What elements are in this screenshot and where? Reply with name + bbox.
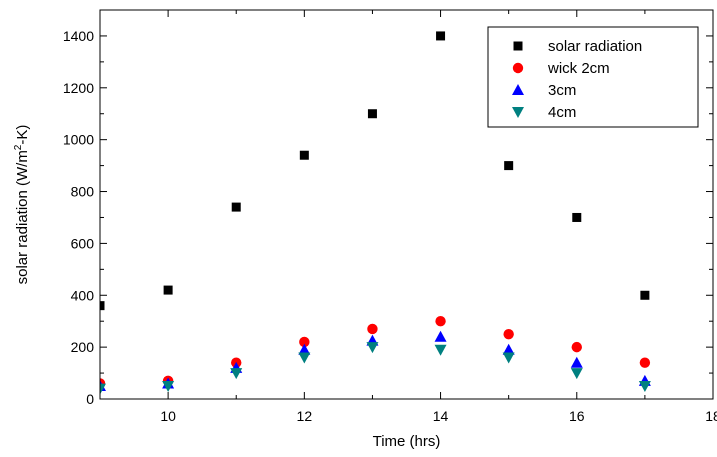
data-point: [162, 381, 175, 393]
legend-marker: [512, 84, 524, 95]
data-point: [571, 341, 582, 353]
legend-label: wick 2cm: [547, 60, 610, 77]
data-point: [503, 328, 514, 340]
data-point: [640, 290, 650, 300]
data-point: [502, 352, 515, 364]
y-axis-label-superscript: 2: [13, 144, 24, 150]
data-point: [299, 150, 309, 160]
y-tick-label: 0: [86, 391, 94, 407]
legend-label: 3cm: [548, 82, 576, 99]
data-point: [570, 368, 583, 380]
y-axis-label-main: solar radiation (W/m: [14, 150, 31, 284]
legend-marker: [512, 62, 524, 74]
data-point: [504, 161, 514, 171]
data-point: [639, 357, 651, 368]
series-solar-radiation: [100, 31, 650, 311]
data-point: [572, 212, 582, 222]
data-point: [502, 343, 515, 355]
data-point: [436, 31, 446, 41]
data-point: [366, 342, 379, 354]
series-4cm: [100, 342, 651, 395]
legend-marker: [512, 107, 524, 118]
data-point: [299, 336, 310, 348]
legend-item: 4cm: [512, 104, 576, 121]
x-axis-label: Time (hrs): [373, 433, 441, 450]
series-wick-2cm: [100, 316, 651, 389]
data-point: [230, 368, 243, 380]
y-tick-label: 1200: [63, 80, 94, 96]
data-point: [434, 330, 447, 342]
legend-marker: [513, 41, 523, 51]
y-tick-label: 600: [71, 235, 95, 251]
data-point: [100, 383, 106, 395]
y-tick-label: 800: [71, 184, 95, 200]
legend-box: [487, 26, 699, 128]
plot-frame: [99, 9, 714, 400]
legend: solar radiation wick 2cm 3cm 4cm: [487, 26, 699, 128]
legend-item: wick 2cm: [512, 60, 610, 77]
x-tick-label: 16: [569, 408, 585, 424]
data-point: [298, 343, 311, 355]
data-marks: [100, 31, 651, 395]
x-tick-label: 18: [705, 408, 717, 424]
y-tick-label: 400: [71, 287, 95, 303]
y-tick-label: 1000: [63, 132, 94, 148]
y-tick-label: 200: [71, 339, 95, 355]
data-point: [434, 344, 447, 356]
legend-label: 4cm: [548, 104, 576, 121]
data-point: [435, 316, 446, 327]
legend-item: 3cm: [512, 82, 576, 99]
legend-item: solar radiation: [513, 38, 642, 55]
x-tick-label: 10: [160, 408, 176, 424]
data-point: [367, 323, 378, 335]
data-point: [163, 285, 173, 295]
x-tick-label: 14: [433, 408, 449, 424]
y-tick-label: 1400: [63, 28, 94, 44]
series-3cm: [100, 330, 651, 392]
data-point: [570, 356, 583, 368]
y-axis-label: solar radiation (W/m2-K): [13, 125, 31, 285]
legend-label: solar radiation: [548, 38, 642, 55]
y-axis-label-tail: -K): [14, 125, 31, 145]
x-tick-label: 12: [297, 408, 313, 424]
data-point: [231, 202, 241, 212]
data-point: [100, 301, 105, 311]
axis-tick-labels: 10 12 14 16 18 0 200 400 600 800 1000 1200 1400: [63, 28, 717, 424]
data-point: [298, 352, 311, 364]
data-point: [638, 381, 651, 393]
data-point: [367, 109, 377, 119]
